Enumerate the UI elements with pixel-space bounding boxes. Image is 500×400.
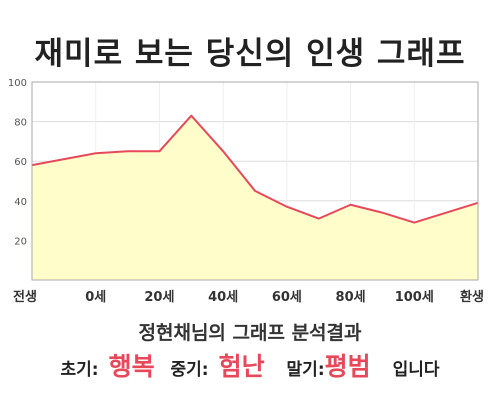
y-tick-label: 40 bbox=[14, 197, 27, 208]
mid-label: 중기: bbox=[170, 360, 209, 380]
analysis-summary: 정현채님의 그래프 분석결과 bbox=[138, 322, 362, 344]
analysis-result: 초기: 행복 중기: 험난 말기:평범 입니다 bbox=[0, 347, 500, 383]
x-tick-label: 80세 bbox=[336, 290, 366, 305]
x-tick-label: 40세 bbox=[208, 290, 238, 305]
result-suffix: 입니다 bbox=[392, 360, 440, 380]
y-tick-label: 80 bbox=[14, 118, 27, 129]
axes bbox=[31, 81, 479, 281]
late-label: 말기: bbox=[286, 360, 325, 380]
x-tick-label: 60세 bbox=[272, 290, 302, 305]
late-value: 평범 bbox=[324, 352, 371, 381]
area-fill bbox=[32, 115, 478, 280]
early-value: 행복 bbox=[108, 352, 155, 381]
x-tick-label: 0세 bbox=[85, 290, 106, 305]
x-tick-label: 전생 bbox=[13, 289, 37, 305]
x-tick-label: 20세 bbox=[144, 290, 174, 305]
x-tick-label: 환생 bbox=[460, 289, 484, 305]
series-line bbox=[31, 114, 479, 224]
x-tick-labels: 전생 0세 20세 40세 60세 80세 100세 환생 bbox=[13, 289, 484, 305]
area-layer bbox=[31, 114, 479, 280]
y-tick-label: 20 bbox=[14, 236, 27, 247]
plot-frame bbox=[31, 81, 479, 281]
y-tick-label: 100 bbox=[8, 78, 27, 89]
mid-value: 험난 bbox=[218, 352, 265, 381]
y-tick-label: 60 bbox=[14, 157, 27, 168]
y-tick-labels: 20 40 60 80 100 bbox=[8, 78, 27, 247]
early-label: 초기: bbox=[60, 360, 99, 380]
page-title: 재미로 보는 당신의 인생 그래프 bbox=[34, 36, 466, 72]
x-tick-label: 100세 bbox=[395, 290, 434, 305]
